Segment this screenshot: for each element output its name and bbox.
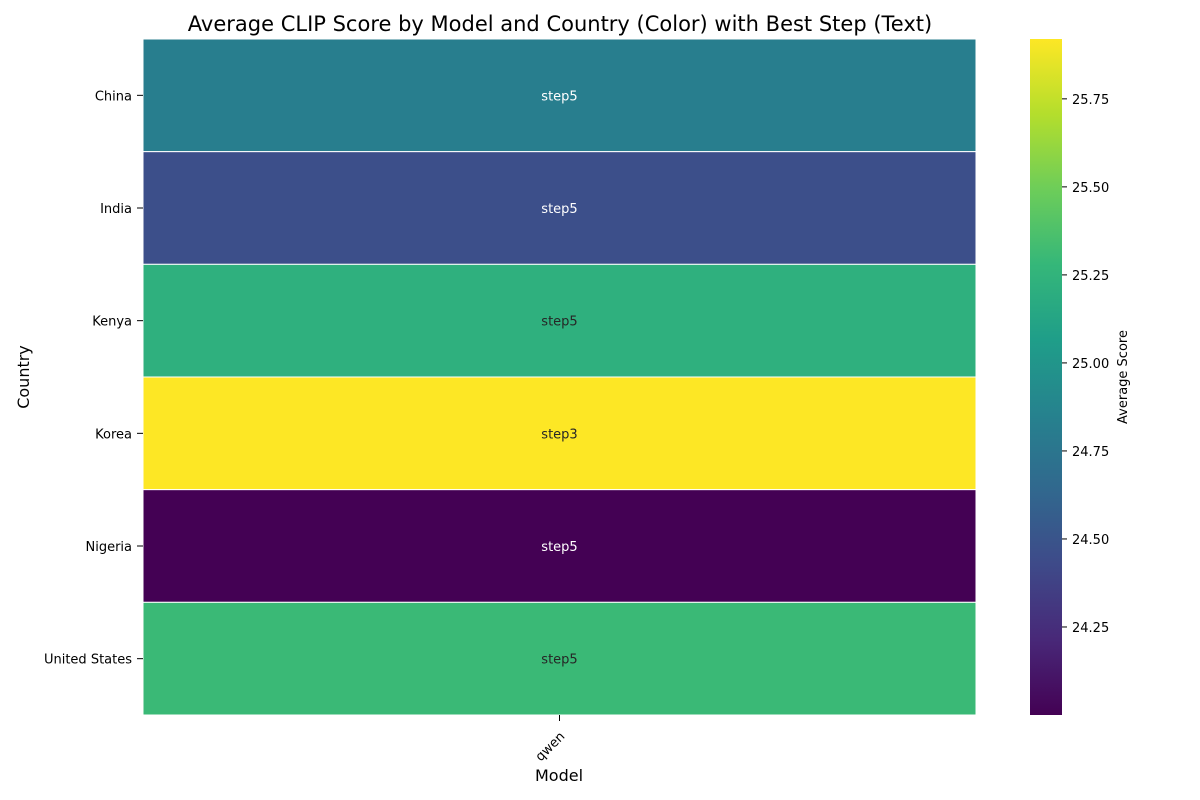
y-tick-label: United States [44,653,132,668]
y-tick-label: Nigeria [85,540,132,555]
x-axis-label: Model [535,766,583,785]
y-tick-label: China [95,89,132,104]
colorbar-tick-label: 25.50 [1072,181,1109,196]
y-tick-label: India [100,202,132,217]
colorbar-tick-label: 24.50 [1072,533,1109,548]
y-tick-label: Korea [95,427,132,442]
cell-annotation: step5 [541,315,577,330]
cell-annotation: step5 [541,202,577,217]
cell-annotation: step5 [541,540,577,555]
cell-annotation: step5 [541,89,577,104]
y-axis-label: Country [14,345,33,409]
heatmap-cell [142,601,977,716]
heatmap-cell [142,263,977,378]
heatmap-cell [142,489,977,603]
colorbar-tick-label: 24.25 [1072,621,1109,636]
y-tick-label: Kenya [92,315,132,330]
colorbar-tick-label: 25.75 [1072,93,1109,108]
heatmap-cells: step5 step5 step5 step3 step5 step5 [142,38,977,716]
colorbar-tick-label: 25.00 [1072,357,1109,372]
cell-annotation: step5 [541,653,577,668]
x-axis-ticks: qwen [533,715,568,765]
heatmap-cell [142,376,977,491]
colorbar-label: Average Score [1116,330,1131,424]
x-tick-label: qwen [533,729,568,764]
heatmap-cell [142,151,977,265]
colorbar-gradient [1030,39,1062,715]
colorbar: 24.25 24.50 24.75 25.00 25.25 25.50 25.75 [1030,39,1109,715]
y-axis-ticks: China India Kenya Korea Nigeria United States [44,89,143,668]
colorbar-tick-label: 25.25 [1072,269,1109,284]
heatmap-cell [142,38,977,153]
chart-title: Average CLIP Score by Model and Country … [188,12,932,36]
colorbar-tick-label: 24.75 [1072,445,1109,460]
cell-annotation: step3 [541,427,577,442]
